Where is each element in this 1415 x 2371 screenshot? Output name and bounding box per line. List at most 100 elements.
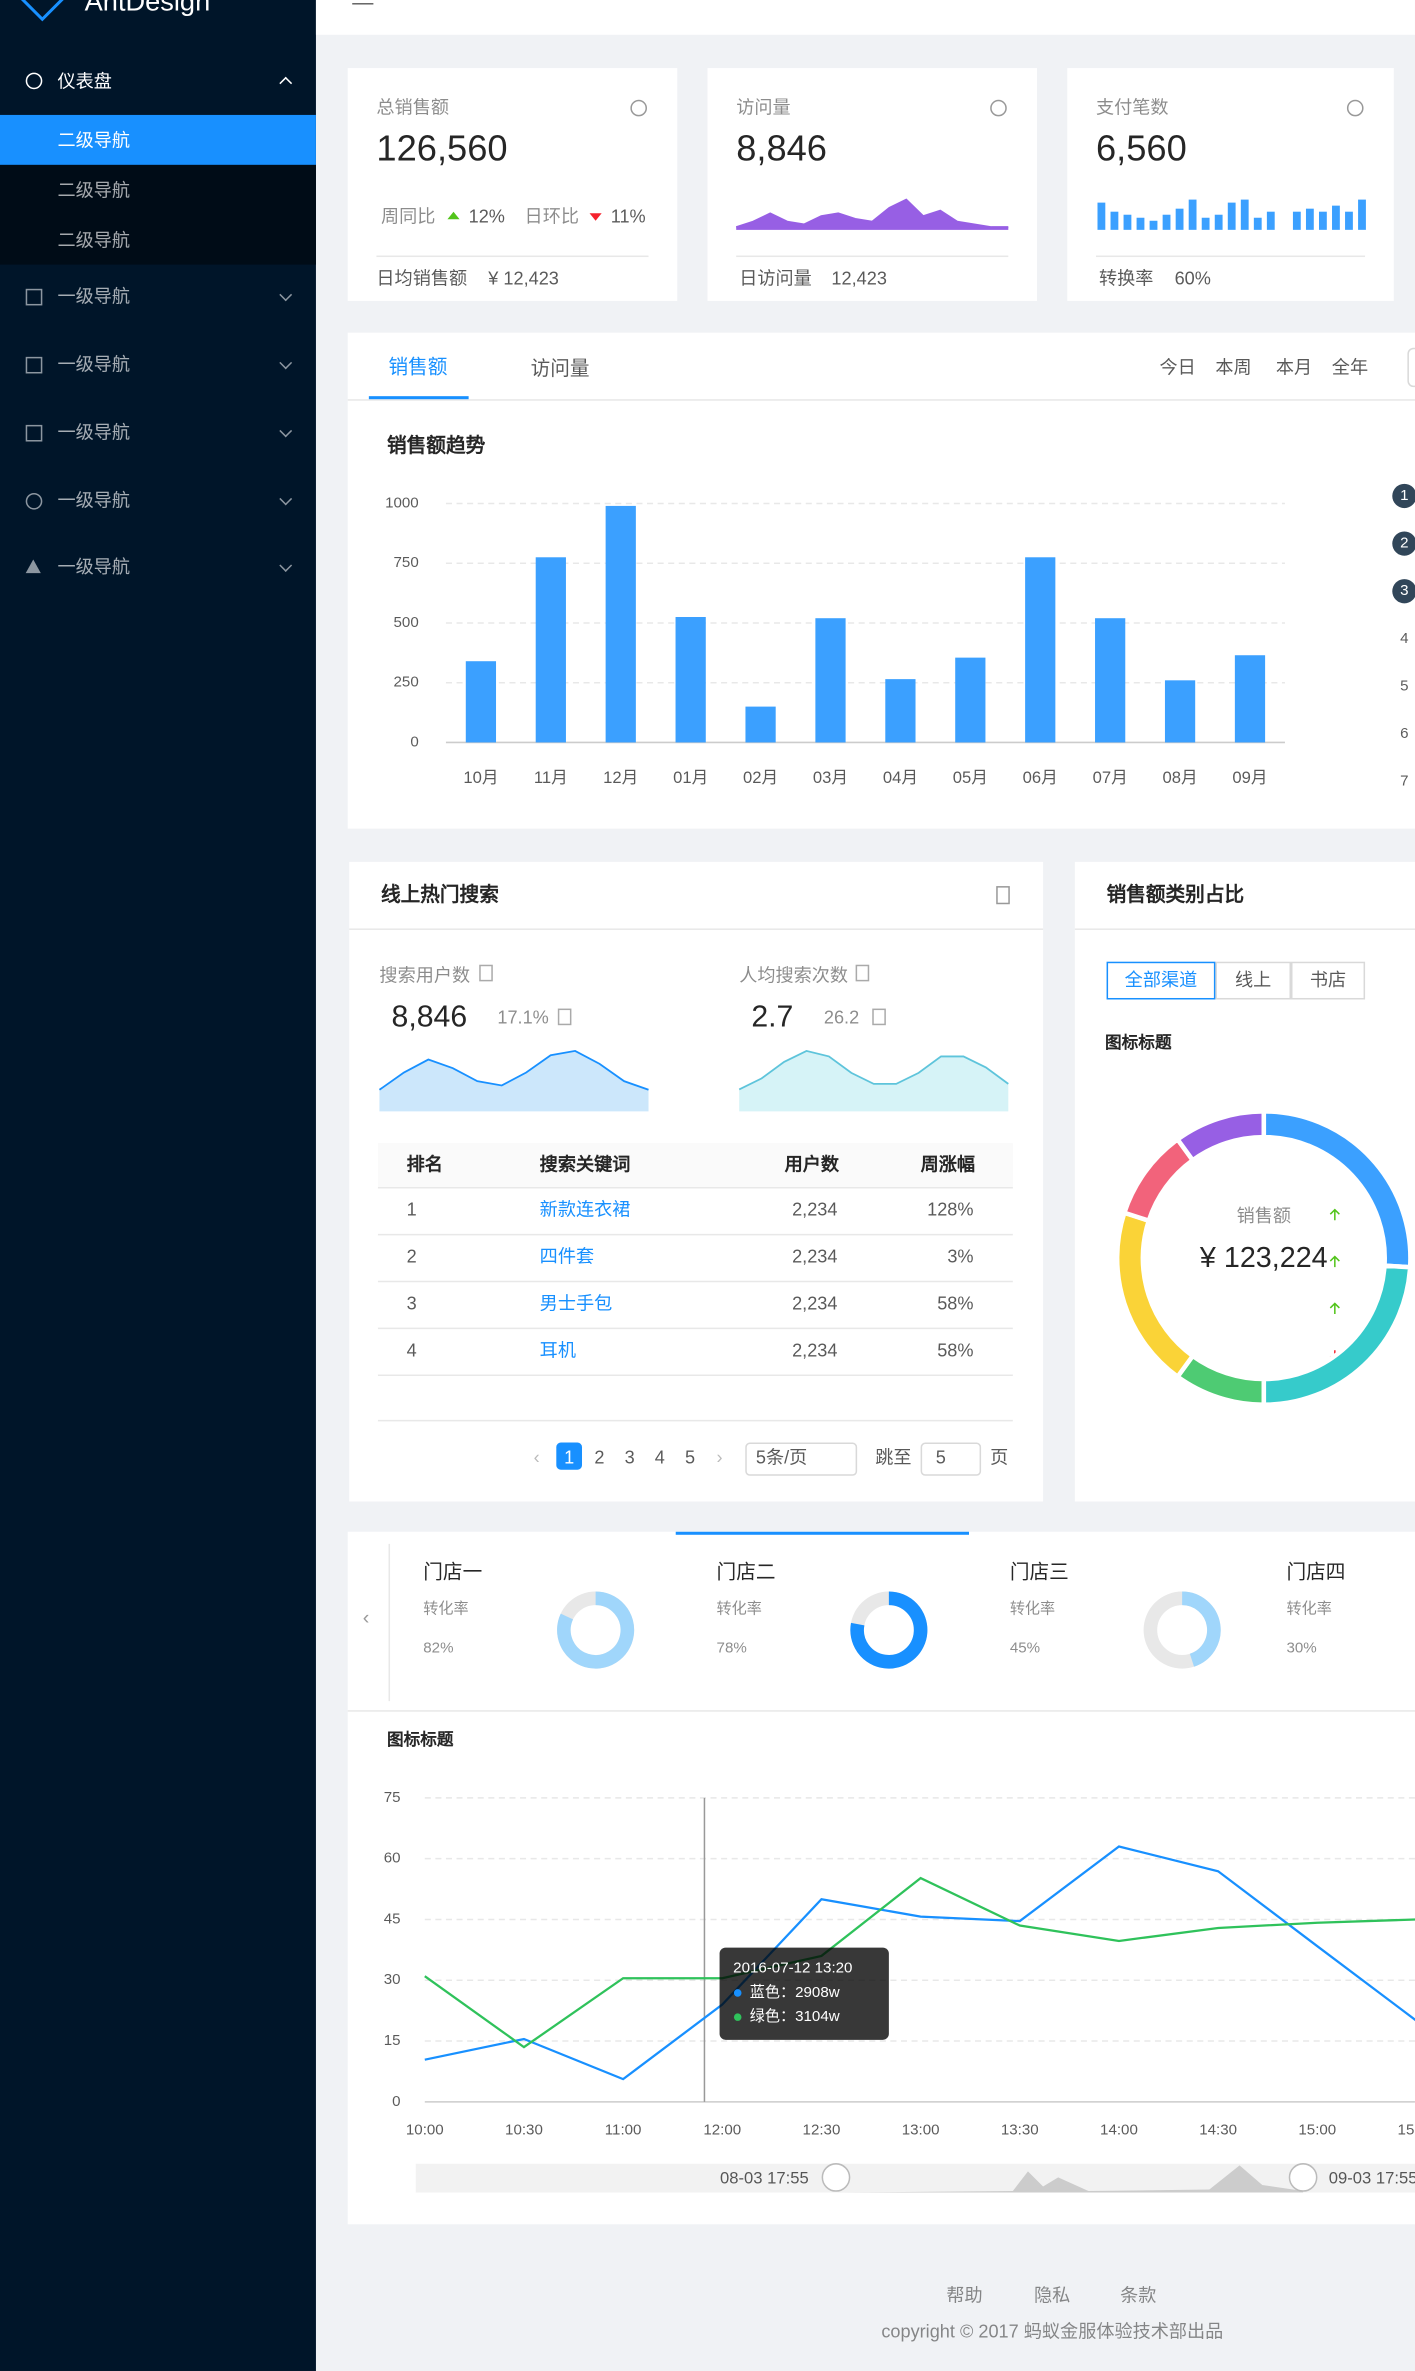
footer-link[interactable]: 隐私 <box>1034 2284 1071 2306</box>
visits-sparkline-area <box>736 199 1009 230</box>
submenu-item[interactable]: 二级导航 <box>57 229 131 252</box>
menu-item[interactable]: 一级导航 <box>57 489 131 512</box>
info-icon[interactable] <box>990 99 1007 117</box>
channel-button[interactable]: 线上 <box>1215 961 1291 1000</box>
menu-item[interactable]: 一级导航 <box>57 285 131 307</box>
menu-icon <box>25 492 43 510</box>
mini-bar <box>1188 199 1197 230</box>
column-header[interactable]: 周涨幅 <box>920 1153 976 1175</box>
page-number[interactable]: 4 <box>654 1447 665 1469</box>
up-arrow <box>447 211 460 220</box>
chart-title: 销售额趋势 <box>386 433 486 457</box>
menu-item[interactable]: 一级导航 <box>57 353 131 376</box>
store-value: 30% <box>1286 1640 1317 1658</box>
cell-keyword[interactable]: 四件套 <box>539 1245 595 1268</box>
menu-toggle[interactable] <box>352 3 374 5</box>
trend-up <box>1329 1302 1340 1315</box>
x-tick-label: 07月 <box>1093 768 1128 787</box>
range-link[interactable]: 今日 <box>1159 356 1196 379</box>
wow-value: 12% <box>468 205 505 227</box>
tooltip-title: 2016-07-12 13:20 <box>733 1960 852 1977</box>
card-footer-label: 日访问量 <box>739 267 812 289</box>
menu-item[interactable]: 一级导航 <box>57 556 131 578</box>
submenu-item[interactable]: 二级导航 <box>57 179 131 202</box>
cell-users: 2,234 <box>792 1199 838 1221</box>
stat-card: 访问量 8,846 日访问量 12,423 <box>707 68 1038 301</box>
prev-page[interactable]: ‹ <box>533 1447 540 1469</box>
column-header[interactable]: 用户数 <box>784 1153 840 1175</box>
row-line <box>377 1280 1013 1283</box>
store-name[interactable]: 门店二 <box>716 1560 776 1584</box>
slider-handle[interactable] <box>1288 2163 1318 2192</box>
page-size: 5条/页 <box>755 1447 808 1469</box>
y-tick-label: 0 <box>410 733 418 750</box>
menu-icon <box>25 72 43 90</box>
info-icon[interactable] <box>1346 99 1364 117</box>
info-icon[interactable] <box>855 964 870 982</box>
range-link[interactable]: 本周 <box>1215 356 1252 379</box>
store-name[interactable]: 门店三 <box>1009 1560 1069 1584</box>
mini-bar <box>1162 214 1171 230</box>
bar <box>815 618 846 743</box>
date-picker[interactable] <box>1407 347 1415 388</box>
x-tick-label: 12:00 <box>703 2122 741 2139</box>
cell-rate: 3% <box>947 1245 974 1268</box>
jump-input[interactable] <box>920 1442 982 1476</box>
cell-keyword[interactable]: 男士手包 <box>539 1292 613 1315</box>
next-page[interactable]: › <box>716 1447 723 1469</box>
bar <box>955 657 986 743</box>
store-metric: 转化率 <box>423 1601 469 1618</box>
info-icon[interactable] <box>479 964 493 982</box>
mini-bar <box>1123 214 1132 230</box>
mini-bar <box>1227 202 1236 230</box>
page-number[interactable]: 5 <box>685 1447 696 1469</box>
trend-up <box>1329 1255 1340 1268</box>
menu-item[interactable]: 一级导航 <box>57 421 131 444</box>
rank-number: 4 <box>1400 630 1408 647</box>
tab[interactable]: 访问量 <box>530 356 590 380</box>
cell-rate: 58% <box>937 1339 974 1361</box>
channel-button[interactable]: 全部渠道 <box>1106 961 1216 1000</box>
mini-bar <box>1266 211 1275 230</box>
rank-number: 2 <box>1400 535 1408 552</box>
store-value: 45% <box>1009 1640 1041 1658</box>
x-tick-label: 14:30 <box>1199 2122 1237 2139</box>
cell-keyword[interactable]: 耳机 <box>539 1339 576 1361</box>
submenu-item[interactable]: 二级导航 <box>57 130 131 152</box>
x-tick-label: 10:30 <box>505 2122 543 2139</box>
x-tick-label: 08月 <box>1163 768 1198 787</box>
donut-slice <box>1114 1209 1196 1380</box>
rank-badge <box>1392 483 1415 509</box>
logo[interactable]: AntDesign <box>84 0 211 17</box>
series-line <box>424 1845 1415 2081</box>
cell-rate: 58% <box>937 1292 974 1315</box>
store-name[interactable]: 门店一 <box>423 1560 483 1584</box>
cell-keyword[interactable]: 新款连衣裙 <box>539 1199 631 1221</box>
more-icon[interactable] <box>996 886 1010 905</box>
menu-item[interactable]: 仪表盘 <box>57 71 112 93</box>
page-number[interactable]: 1 <box>564 1447 575 1469</box>
footer-link[interactable]: 帮助 <box>946 2284 983 2306</box>
card-title: 访问量 <box>736 96 791 118</box>
store-name[interactable]: 门店四 <box>1286 1560 1346 1584</box>
slider-handle[interactable] <box>821 2163 851 2192</box>
slider-label: 08-03 17:55 <box>720 2168 809 2187</box>
scroll-prev[interactable]: ‹ <box>362 1605 370 1629</box>
tooltip <box>719 1947 889 2040</box>
footer-link[interactable]: 条款 <box>1120 2284 1157 2306</box>
stat-card: 总销售额 126,560 周同比 12% 日环比 11% 日均销售额 ¥ 12,… <box>347 68 678 301</box>
bar <box>675 617 706 743</box>
stat-card: 支付笔数 6,560 转换率 60% <box>1067 68 1394 301</box>
metric-label: 人均搜索次数 <box>739 964 849 986</box>
page-size-select[interactable] <box>745 1442 858 1476</box>
info-icon[interactable] <box>630 99 648 117</box>
page-number[interactable]: 3 <box>624 1447 635 1469</box>
page-number[interactable]: 2 <box>594 1447 605 1469</box>
users-sparkline-line <box>378 1049 649 1091</box>
range-link[interactable]: 本月 <box>1275 356 1313 379</box>
menu-icon <box>25 356 43 374</box>
range-link[interactable]: 全年 <box>1331 356 1369 379</box>
channel-button[interactable]: 书店 <box>1290 961 1366 1000</box>
tab[interactable]: 销售额 <box>388 355 448 379</box>
